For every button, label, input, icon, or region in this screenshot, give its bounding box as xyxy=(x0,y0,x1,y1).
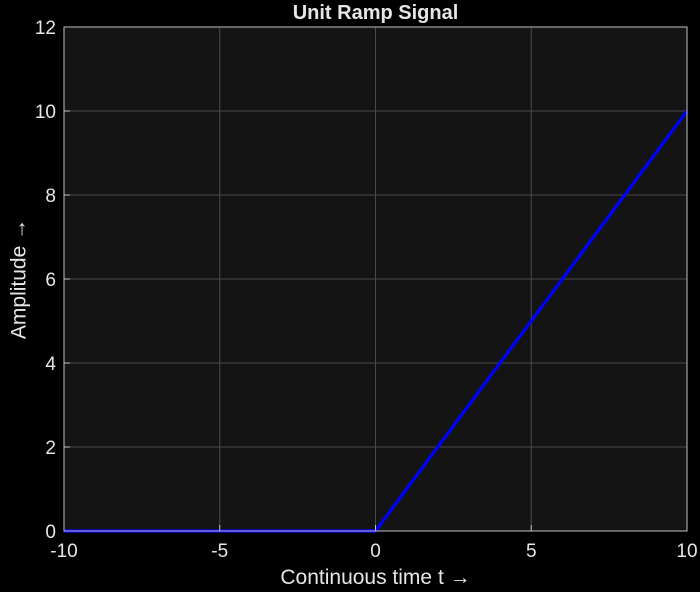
y-tick-label-4: 8 xyxy=(45,186,56,207)
y-tick-label-2: 4 xyxy=(45,354,56,375)
y-tick-label-1: 2 xyxy=(45,438,56,459)
tick-labels: -10 -5 0 5 10 0 2 4 6 8 10 12 xyxy=(35,18,698,562)
y-tick-label-5: 10 xyxy=(35,102,56,123)
x-axis-label: Continuous time t → xyxy=(280,566,470,587)
y-tick-label-0: 0 xyxy=(45,522,56,543)
x-tick-label-4: 10 xyxy=(676,541,697,562)
chart-title: Unit Ramp Signal xyxy=(293,2,459,24)
x-tick-label-0: -10 xyxy=(50,541,77,562)
x-tick-label-1: -5 xyxy=(211,541,228,562)
y-tick-label-3: 6 xyxy=(45,270,56,291)
y-tick-label-6: 12 xyxy=(35,18,56,39)
grid-lines xyxy=(64,27,687,531)
y-axis-label: Amplitude → xyxy=(8,219,31,339)
x-tick-label-2: 0 xyxy=(370,541,381,562)
x-tick-label-3: 5 xyxy=(526,541,537,562)
